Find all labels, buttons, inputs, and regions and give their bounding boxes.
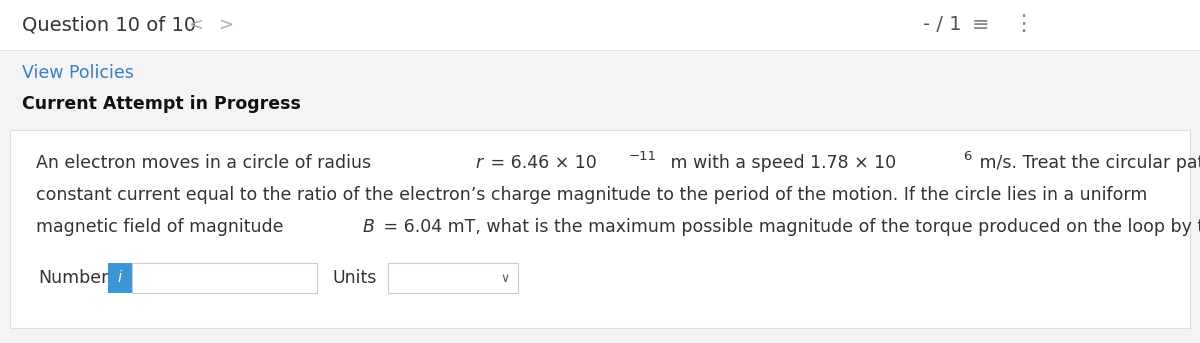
- FancyBboxPatch shape: [108, 263, 132, 293]
- Text: B: B: [362, 218, 374, 236]
- Text: <: <: [188, 16, 203, 34]
- Text: Number: Number: [38, 269, 108, 287]
- Text: magnetic field of magnitude: magnetic field of magnitude: [36, 218, 289, 236]
- Text: ∨: ∨: [500, 272, 509, 285]
- Text: i: i: [118, 271, 122, 285]
- Text: Current Attempt in Progress: Current Attempt in Progress: [22, 95, 301, 113]
- Text: ≡: ≡: [972, 15, 990, 35]
- Text: - / 1: - / 1: [923, 15, 961, 35]
- Text: = 6.46 × 10: = 6.46 × 10: [485, 154, 596, 172]
- Text: ⋮: ⋮: [1012, 14, 1034, 34]
- Text: >: >: [218, 16, 233, 34]
- Text: An electron moves in a circle of radius: An electron moves in a circle of radius: [36, 154, 377, 172]
- Text: −11: −11: [629, 150, 658, 163]
- Text: 6: 6: [964, 150, 972, 163]
- Text: m/s. Treat the circular path as a current loop with a: m/s. Treat the circular path as a curren…: [974, 154, 1200, 172]
- Text: Question 10 of 10: Question 10 of 10: [22, 15, 196, 35]
- Text: Units: Units: [334, 269, 377, 287]
- FancyBboxPatch shape: [388, 263, 518, 293]
- FancyBboxPatch shape: [10, 130, 1190, 328]
- Text: m with a speed 1.78 × 10: m with a speed 1.78 × 10: [665, 154, 896, 172]
- Text: r: r: [475, 154, 482, 172]
- Text: View Policies: View Policies: [22, 64, 134, 82]
- FancyBboxPatch shape: [0, 0, 1200, 50]
- Text: constant current equal to the ratio of the electron’s charge magnitude to the pe: constant current equal to the ratio of t…: [36, 186, 1147, 204]
- FancyBboxPatch shape: [132, 263, 317, 293]
- Text: = 6.04 mT, what is the maximum possible magnitude of the torque produced on the : = 6.04 mT, what is the maximum possible …: [378, 218, 1200, 236]
